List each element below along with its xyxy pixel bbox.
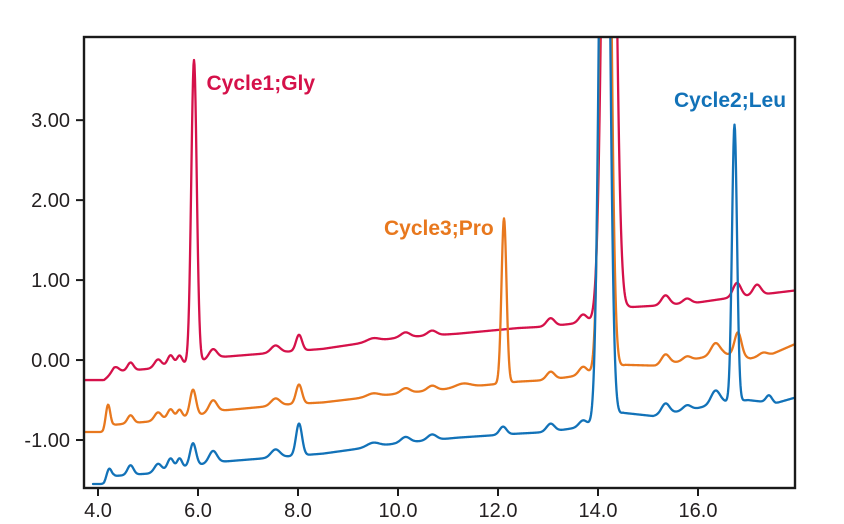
trace-cycle3-pro (84, 37, 795, 434)
x-tick-label: 6.0 (184, 500, 212, 522)
y-tick-label: 3.00 (31, 110, 70, 132)
trace-cycle2-leu (91, 37, 795, 486)
trace-cycle1-gly (84, 37, 795, 382)
x-tick-label: 16.0 (679, 500, 718, 522)
series-label-cycle1-gly: Cycle1;Gly (206, 72, 316, 96)
series-label-cycle2-leu: Cycle2;Leu (674, 88, 787, 112)
axis-frame (82, 35, 797, 490)
x-tick-label: 12.0 (479, 500, 518, 522)
x-tick-label: 10.0 (379, 500, 418, 522)
y-tick-label: 1.00 (31, 270, 70, 292)
x-tick-label: 4.0 (84, 500, 112, 522)
y-tick-label: -1.00 (24, 430, 70, 452)
y-tick-label: 2.00 (31, 190, 70, 212)
series-label-cycle3-pro: Cycle3;Pro (384, 216, 494, 240)
y-tick-label: 0.00 (31, 350, 70, 372)
x-tick-label: 14.0 (579, 500, 618, 522)
x-tick-label: 8.0 (284, 500, 312, 522)
